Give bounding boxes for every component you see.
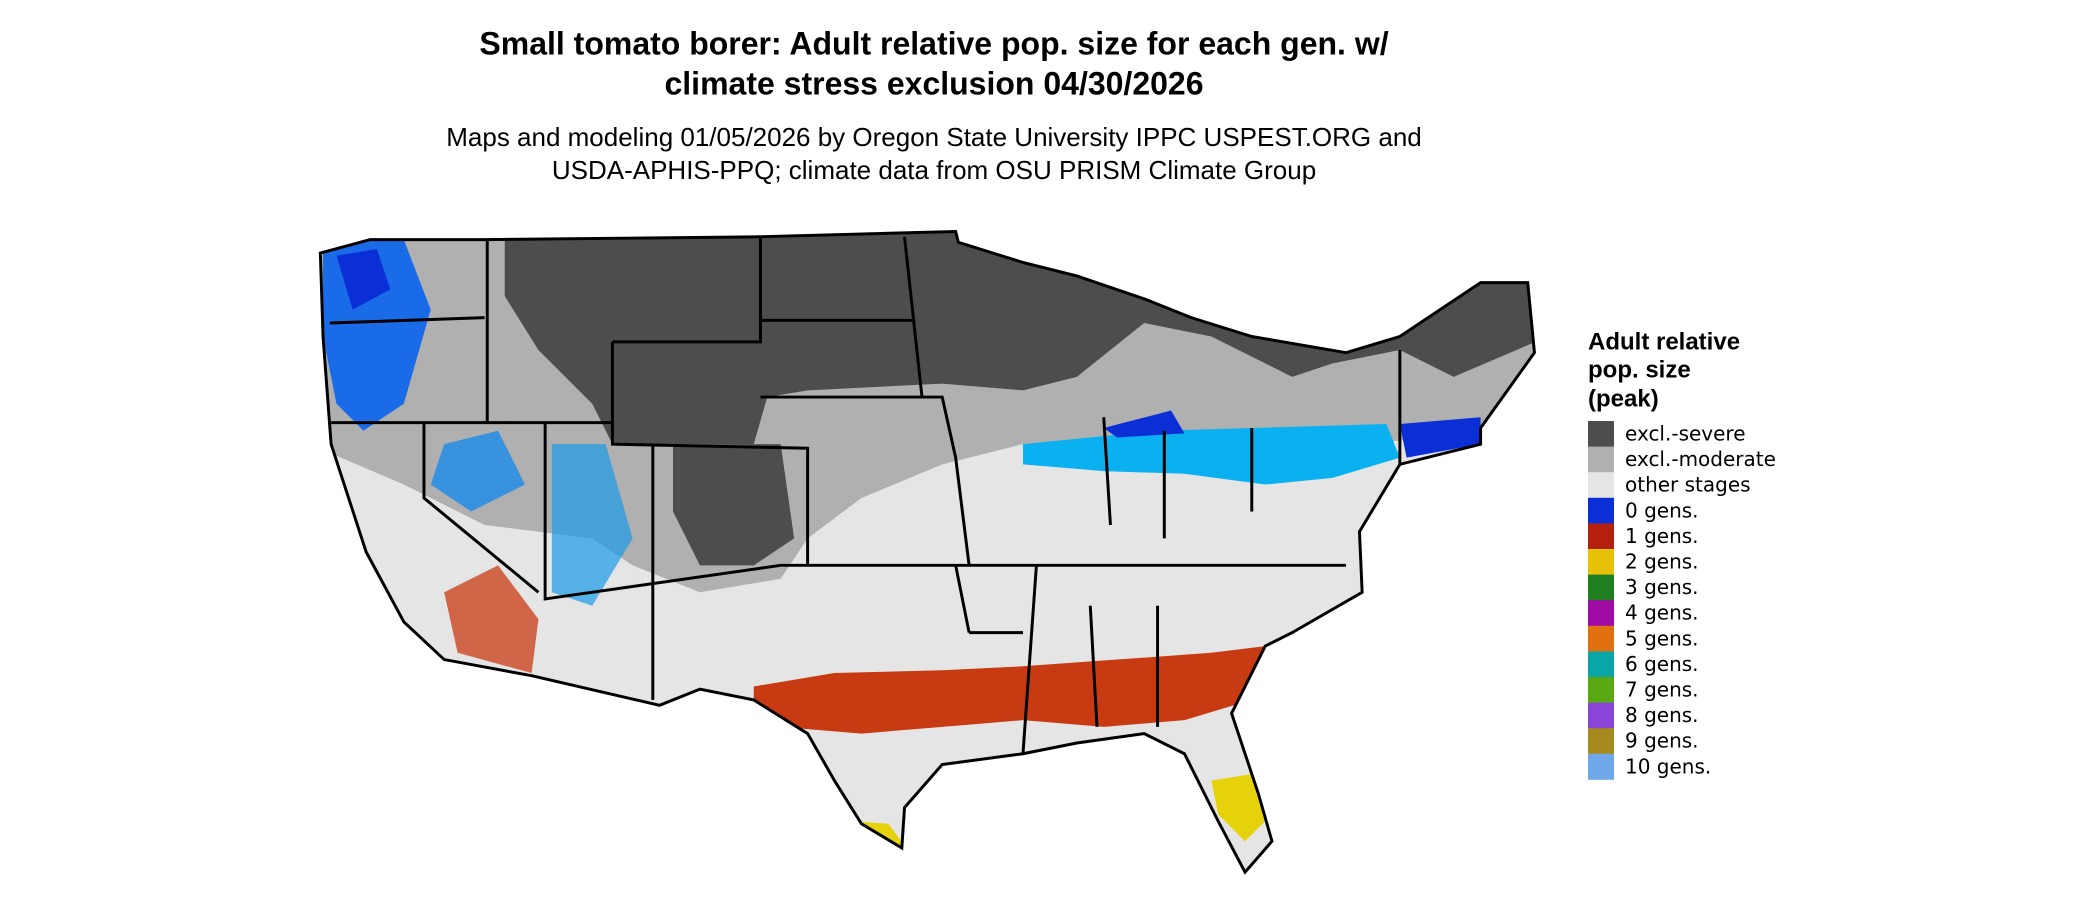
title-line: Small tomato borer: Adult relative pop. … [479,25,1388,61]
legend-label: 6 gens. [1625,652,1699,676]
zero-gen-area [430,430,525,512]
zero-gen-area [1399,417,1481,458]
legend-swatch [1588,574,1614,601]
legend-title-line: (peak) [1588,385,1659,412]
legend-swatch [1588,728,1614,755]
zero-gen-area [551,444,633,606]
legend-swatch [1588,677,1614,703]
country-outline [318,230,1536,875]
state-borders [329,236,1402,754]
legend-swatch [1588,625,1614,652]
title-line: climate stress exclusion 04/30/2026 [664,65,1203,101]
legend-swatch [1588,651,1614,678]
legend-label: 9 gens. [1625,729,1699,753]
zero-gen-area [336,249,391,310]
excl-severe-area [673,444,795,566]
zero-gen-area [1022,423,1400,485]
subtitle-line: USDA-APHIS-PPQ; climate data from OSU PR… [552,155,1316,185]
legend-swatch [1588,446,1614,473]
legend-label: 7 gens. [1625,678,1699,702]
legend-label: 0 gens. [1625,498,1699,522]
legend-label: excl.-severe [1625,422,1746,446]
legend-swatch [1588,523,1614,550]
legend-label: 3 gens. [1625,575,1699,599]
legend-label: 4 gens. [1625,601,1699,625]
legend-label: other stages [1625,473,1751,497]
legend-label: 10 gens. [1625,754,1711,778]
one-gen-area [444,565,539,673]
one-gen-area [753,646,1266,734]
legend-swatch [1588,600,1614,627]
legend-swatch [1588,702,1614,729]
map [318,230,1536,875]
subtitle-line: Maps and modeling 01/05/2026 by Oregon S… [446,122,1422,152]
legend-label: excl.-moderate [1625,447,1776,471]
legend-label: 1 gens. [1625,524,1699,548]
legend-swatch [1588,549,1614,575]
legend-label: 2 gens. [1625,550,1699,574]
legend-swatch [1588,753,1614,780]
legend-swatch [1588,497,1614,524]
legend: Adult relative pop. size (peak) excl.-se… [1588,328,1776,780]
legend-label: 8 gens. [1625,703,1699,727]
legend-title-line: Adult relative [1588,328,1740,355]
legend-label: 5 gens. [1625,626,1699,650]
two-gen-area [1211,773,1266,842]
legend-swatch [1588,472,1614,499]
legend-swatch [1588,421,1614,447]
legend-title-line: pop. size [1588,356,1691,383]
